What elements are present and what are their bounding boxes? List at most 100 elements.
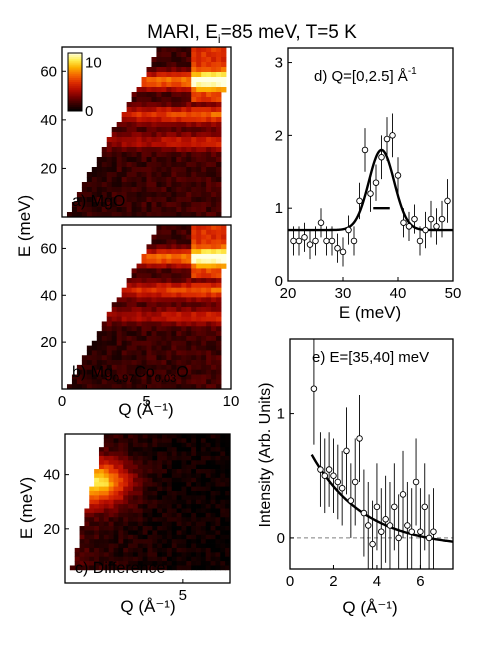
heatmap-cell xyxy=(181,521,187,527)
heatmap-cell xyxy=(131,379,137,385)
heatmap-cell xyxy=(211,142,217,148)
heatmap-cell xyxy=(81,374,88,380)
heatmap-cell xyxy=(215,534,221,540)
heatmap-cell xyxy=(121,360,128,366)
panel-d-xlabel: E (meV) xyxy=(339,303,401,322)
heatmap-cell xyxy=(186,460,192,466)
heatmap-cell xyxy=(196,490,202,496)
heatmap-cell xyxy=(186,469,192,474)
heatmap-cell xyxy=(157,543,163,549)
data-point xyxy=(306,241,314,248)
heatmap-cell xyxy=(186,87,192,93)
heatmap-cell xyxy=(206,379,212,385)
heatmap-cell xyxy=(156,187,162,193)
heatmap-cell xyxy=(176,379,182,385)
heatmap-cell xyxy=(141,287,147,293)
data-point xyxy=(386,522,394,529)
heatmap-cell xyxy=(196,167,202,173)
heatmap-cell xyxy=(94,490,100,496)
heatmap-cell xyxy=(101,360,108,366)
heatmap-cell xyxy=(181,192,187,198)
heatmap-cell xyxy=(191,521,197,527)
heatmap-cell xyxy=(132,556,139,562)
heatmap-cell xyxy=(116,172,123,178)
heatmap-cell xyxy=(141,278,147,284)
heatmap-cell xyxy=(196,565,202,571)
heatmap-cell xyxy=(191,460,197,466)
heatmap-cell xyxy=(186,225,192,231)
heatmap-cell xyxy=(191,127,197,133)
heatmap-cell xyxy=(94,508,100,514)
heatmap-cell xyxy=(141,192,147,198)
heatmap-cell xyxy=(171,263,177,269)
heatmap-cell xyxy=(136,311,142,318)
heatmap-cell xyxy=(220,442,226,448)
heatmap-cell xyxy=(116,360,123,366)
heatmap-cell xyxy=(186,539,192,544)
colorbar-cell xyxy=(68,109,82,112)
colorbar-cell xyxy=(68,76,82,79)
heatmap-cell xyxy=(108,517,114,523)
heatmap-cell xyxy=(141,273,147,279)
heatmap-cell xyxy=(84,517,90,523)
heatmap-cell xyxy=(131,142,137,148)
heatmap-cell xyxy=(181,530,187,536)
heatmap-cell xyxy=(147,495,153,501)
heatmap-cell xyxy=(151,350,157,356)
heatmap-cell xyxy=(206,47,212,53)
heatmap-cell xyxy=(206,172,212,178)
heatmap-cell xyxy=(111,167,118,173)
heatmap-cell xyxy=(96,157,103,163)
heatmap-cell xyxy=(171,182,177,188)
heatmap-cell xyxy=(181,490,187,496)
heatmap-cell xyxy=(191,556,197,562)
heatmap-cell xyxy=(176,499,182,505)
heatmap-cell xyxy=(128,447,134,452)
heatmap-cell xyxy=(196,460,202,466)
heatmap-cell xyxy=(225,477,231,483)
heatmap-cell xyxy=(171,543,178,549)
heatmap-cell xyxy=(200,556,207,562)
heatmap-cell xyxy=(146,162,152,168)
heatmap-cell xyxy=(157,464,163,470)
heatmap-cell xyxy=(171,302,177,308)
heatmap-cell xyxy=(123,486,129,492)
heatmap-cell xyxy=(146,87,152,93)
heatmap-cell xyxy=(103,547,110,553)
heatmap-cell xyxy=(103,460,110,466)
heatmap-cell xyxy=(136,316,142,322)
heatmap-cell xyxy=(156,331,162,337)
heatmap-cell xyxy=(191,451,197,457)
heatmap-cell xyxy=(142,521,148,527)
data-point xyxy=(295,237,303,245)
heatmap-cell xyxy=(191,331,197,337)
heatmap-cell xyxy=(205,521,211,527)
heatmap-cell xyxy=(211,307,217,313)
heatmap-cell xyxy=(142,464,148,470)
heatmap-cell xyxy=(106,311,113,318)
heatmap-cell xyxy=(136,374,142,380)
colorbar-cell xyxy=(68,107,82,110)
heatmap-cell xyxy=(142,565,148,571)
colorbar-cell xyxy=(68,72,82,75)
heatmap-cell xyxy=(196,369,202,375)
heatmap-cell xyxy=(156,137,162,143)
heatmap-cell xyxy=(147,512,153,518)
heatmap-cell xyxy=(211,335,217,342)
heatmap-cell xyxy=(166,107,172,113)
heatmap-cell xyxy=(211,369,217,375)
heatmap-cell xyxy=(111,335,118,342)
heatmap-cell xyxy=(211,172,217,178)
heatmap-cell xyxy=(171,268,177,274)
heatmap-cell xyxy=(74,565,80,571)
heatmap-cell xyxy=(216,258,222,264)
heatmap-cell xyxy=(126,360,132,366)
heatmap-cell xyxy=(166,82,172,88)
heatmap-cell xyxy=(201,321,207,327)
heatmap-cell xyxy=(181,460,187,466)
heatmap-cell xyxy=(211,182,217,188)
heatmap-cell xyxy=(123,547,129,553)
heatmap-cell xyxy=(211,263,217,269)
heatmap-cell xyxy=(96,202,103,208)
heatmap-cell xyxy=(181,482,187,487)
